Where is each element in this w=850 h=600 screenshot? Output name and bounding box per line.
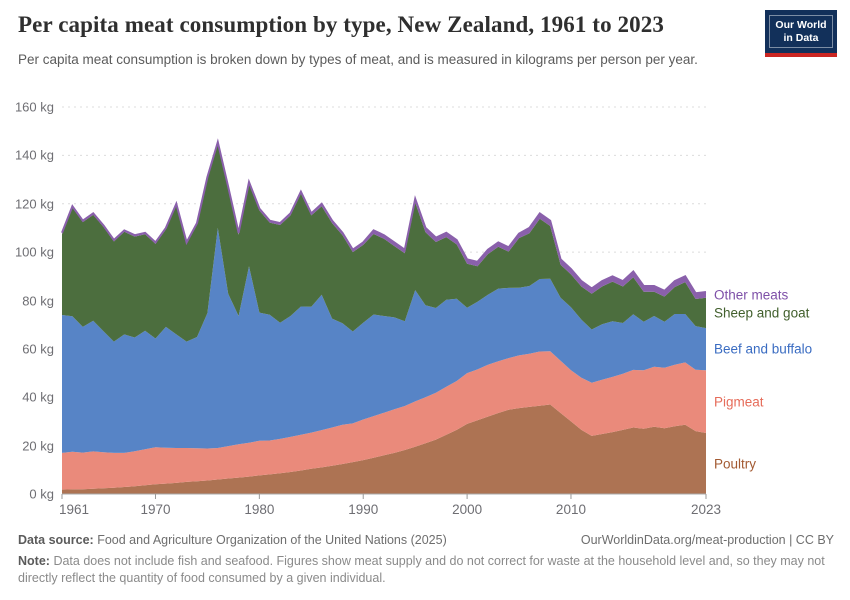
y-tick-label: 40 kg bbox=[22, 389, 54, 405]
area-top-outline-other-meats bbox=[61, 138, 707, 295]
y-tick-label: 0 kg bbox=[29, 486, 54, 502]
y-tick-label: 140 kg bbox=[14, 147, 54, 163]
x-tick-label-2023: 2023 bbox=[690, 502, 722, 517]
x-tick-label-1990: 1990 bbox=[348, 502, 379, 517]
data-source-text: Food and Agriculture Organization of the… bbox=[97, 533, 447, 547]
owid-logo-line1: Our World bbox=[775, 19, 827, 31]
y-tick-label: 60 kg bbox=[22, 341, 54, 357]
x-tick-label-1961: 1961 bbox=[58, 502, 90, 517]
y-tick-label: 80 kg bbox=[22, 293, 54, 308]
y-tick-label: 20 kg bbox=[22, 438, 54, 454]
x-tick-label-1970: 1970 bbox=[140, 502, 171, 517]
x-tick-label-1980: 1980 bbox=[244, 502, 275, 517]
note-text: Data does not include fish and seafood. … bbox=[18, 554, 825, 585]
y-tick-label: 100 kg bbox=[14, 244, 54, 260]
legend-label-poultry[interactable]: Poultry bbox=[714, 456, 757, 472]
page-title: Per capita meat consumption by type, New… bbox=[18, 12, 664, 37]
owid-url-link[interactable]: OurWorldinData.org/meat-production | CC … bbox=[580, 533, 834, 547]
owid-logo-line2: in Data bbox=[783, 31, 819, 44]
legend-label-sheep-and-goat[interactable]: Sheep and goat bbox=[714, 305, 810, 321]
y-tick-label: 160 kg bbox=[14, 99, 54, 115]
legend-label-pigmeat[interactable]: Pigmeat bbox=[714, 394, 764, 410]
chart-footer: Data source: Food and Agriculture Organi… bbox=[18, 533, 834, 586]
legend-label-other-meats[interactable]: Other meats bbox=[714, 287, 789, 303]
legend-label-beef-and-buffalo[interactable]: Beef and buffalo bbox=[714, 341, 813, 357]
x-tick-label-2000: 2000 bbox=[452, 502, 483, 517]
owid-logo[interactable]: Our World in Data bbox=[765, 10, 837, 57]
x-tick-label-2010: 2010 bbox=[555, 502, 586, 517]
area-beef-and-buffalo[interactable] bbox=[62, 227, 706, 453]
data-source-line: Data source: Food and Agriculture Organi… bbox=[18, 533, 447, 547]
chart-subtitle: Per capita meat consumption is broken do… bbox=[18, 52, 698, 67]
area-poultry[interactable] bbox=[62, 404, 706, 495]
data-source-label: Data source: bbox=[18, 533, 94, 547]
area-sheep-and-goat[interactable] bbox=[62, 144, 706, 342]
note-label: Note: bbox=[18, 554, 50, 568]
y-tick-label: 120 kg bbox=[14, 196, 54, 212]
owid-logo-frame: Our World in Data bbox=[769, 15, 833, 48]
area-pigmeat[interactable] bbox=[62, 351, 706, 490]
